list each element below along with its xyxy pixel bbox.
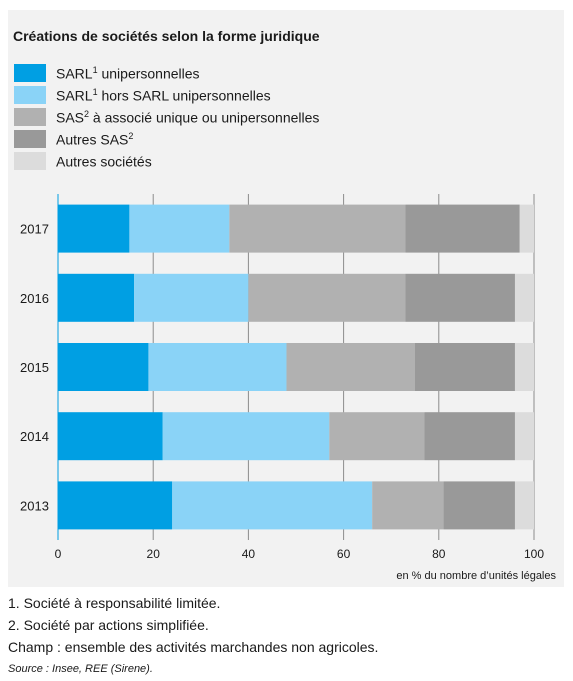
bar-segment [519,204,534,253]
x-tick-label: 40 [242,547,256,561]
x-tick-label: 100 [524,547,544,561]
bar-segment [514,343,534,391]
bar-segment [329,412,425,461]
bar-segment [58,412,163,461]
legend-swatch [14,108,46,126]
bar-segment [405,273,515,322]
bar-segment [405,204,520,253]
legend-footnote: 1 [92,64,98,75]
legend-swatch [14,86,46,104]
legend-footnote: 1 [92,86,98,97]
bar-segment [514,273,534,322]
bar-segment [58,343,149,391]
legend-item-sarl-hors: SARL1 hors SARL unipersonnelles [14,84,319,106]
bar-segment [514,481,534,530]
x-tick-label: 0 [55,547,62,561]
x-tick-label: 20 [147,547,161,561]
bar-segment [134,273,249,322]
legend-swatch [14,64,46,82]
legend-text: SAS [56,109,85,126]
legend-item-autres-sas: Autres SAS2 [14,128,319,150]
bar-segment [148,343,287,391]
bar-segment [443,481,515,530]
legend-item-sarl-unipersonnelles: SARL1 unipersonnelles [14,62,319,84]
footnote-1: 1. Société à responsabilité limitée. [8,595,221,611]
legend-swatch [14,130,46,148]
legend-item-autres-societes: Autres sociétés [14,150,319,172]
source-note: Source : Insee, REE (Sirene). [8,663,153,675]
bar-segment [58,273,135,322]
legend-text: Autres SAS [56,131,129,148]
bar-segment [58,204,130,253]
x-tick-label: 80 [432,547,446,561]
legend-text: Autres sociétés [56,153,152,170]
legend-footnote: 2 [128,130,134,141]
footnotes: 1. Société à responsabilité limitée. 2. … [8,592,378,680]
legend-item-sas-associe-unique: SAS2 à associé unique ou unipersonnelles [14,106,319,128]
legend-text-rest: unipersonnelles [97,65,200,82]
bar-segment [372,481,444,530]
x-axis-title: en % du nombre d’unités légales [396,570,556,582]
legend: SARL1 unipersonnelles SARL1 hors SARL un… [14,62,319,172]
bar-segment [415,343,515,391]
legend-text-rest: hors SARL unipersonnelles [97,87,271,104]
legend-text-rest: à associé unique ou unipersonnelles [89,109,320,126]
bar-segment [514,412,534,461]
bar-segment [248,273,406,322]
footnote-2: 2. Société par actions simplifiée. [8,617,209,633]
bar-segment [58,481,173,530]
y-tick-label: 2015 [20,360,49,375]
bar-segment [229,204,406,253]
chart-title: Créations de sociétés selon la forme jur… [13,28,320,44]
legend-text: SARL [56,87,93,104]
bar-segment [424,412,515,461]
stacked-bar-chart: 2017 2016 2015 2014 2013 0 20 40 60 80 100 en % du … [20,194,556,582]
x-tick-label: 60 [337,547,351,561]
bar-segment [286,343,415,391]
legend-swatch [14,152,46,170]
bar-segment [162,412,330,461]
bar-segment [129,204,230,253]
y-tick-label: 2014 [20,429,49,444]
y-tick-label: 2013 [20,498,49,513]
bar-segment [172,481,373,530]
legend-footnote: 2 [84,108,90,119]
champ-note: Champ : ensemble des activités marchande… [8,639,379,655]
y-tick-label: 2017 [20,222,49,237]
y-tick-label: 2016 [20,291,49,306]
legend-text: SARL [56,65,93,82]
